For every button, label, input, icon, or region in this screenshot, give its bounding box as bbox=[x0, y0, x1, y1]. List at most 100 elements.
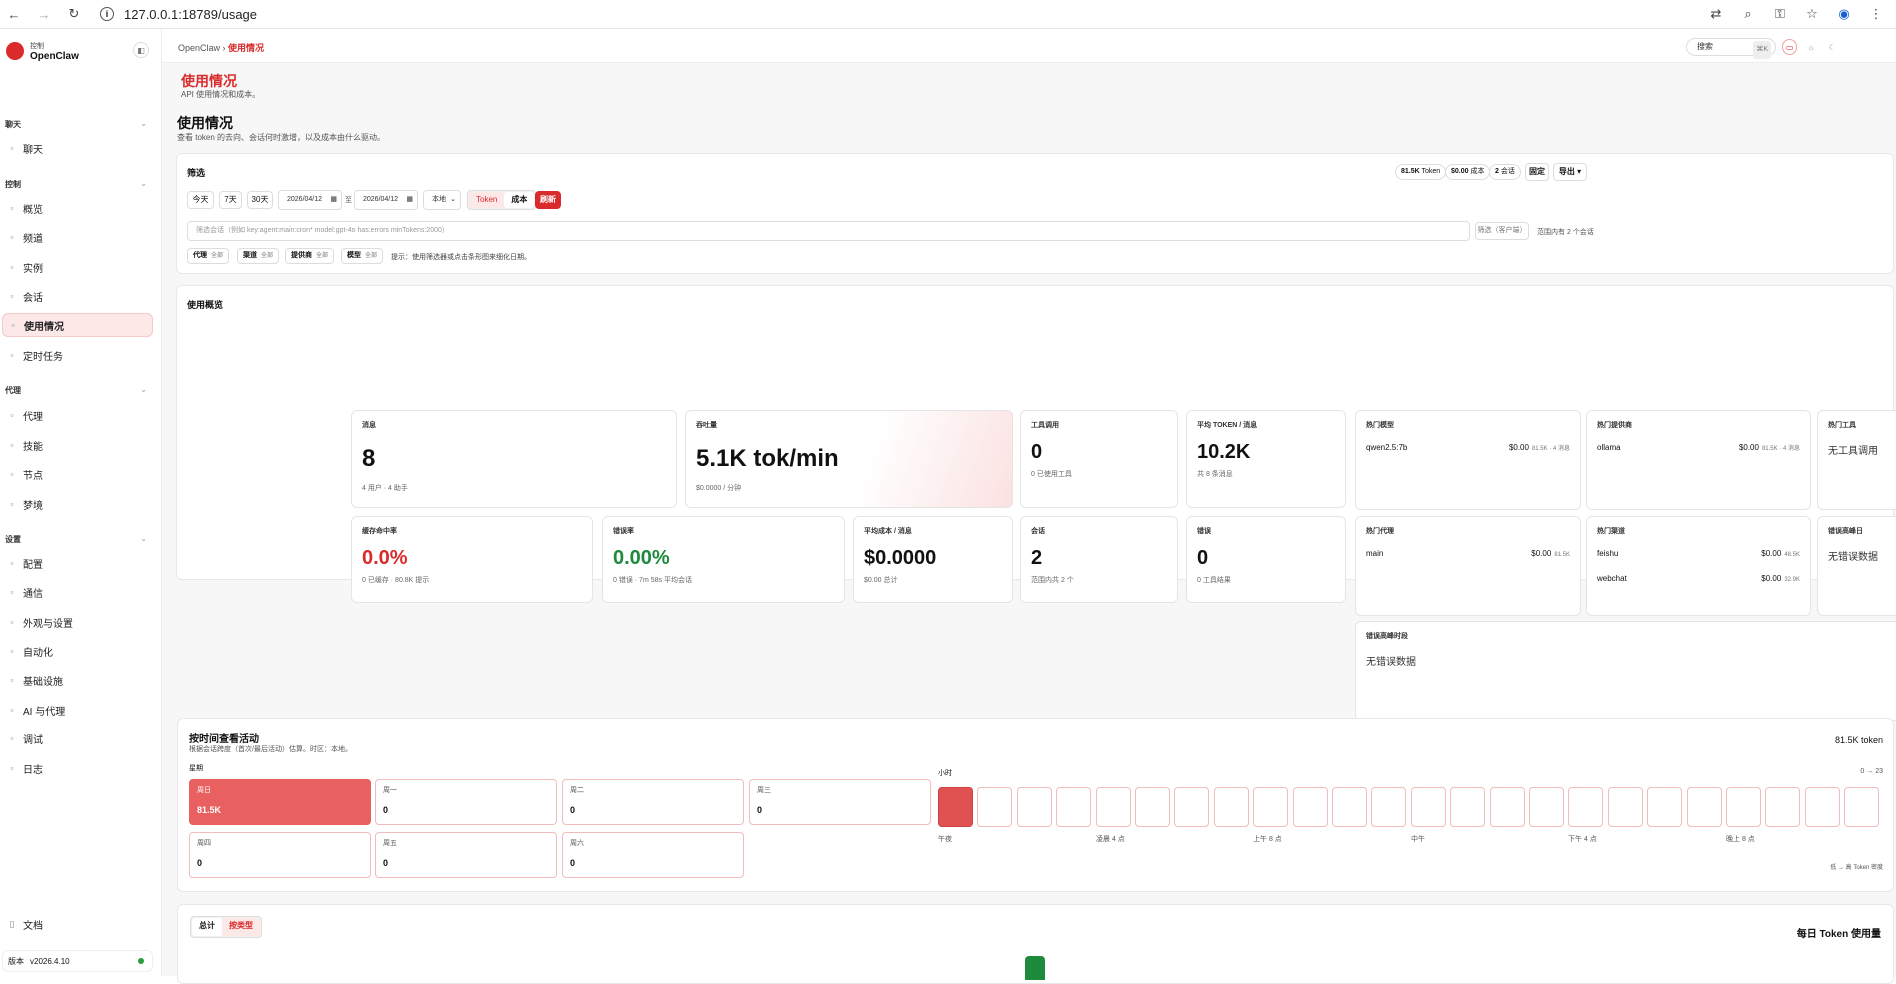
chevron-down-icon[interactable]: ⌄ bbox=[140, 119, 147, 128]
star-icon[interactable]: ☆ bbox=[1806, 6, 1818, 21]
hour-cell[interactable] bbox=[1726, 787, 1761, 827]
hour-cell[interactable] bbox=[1056, 787, 1091, 827]
sidebar-item[interactable]: ▫ 配置 bbox=[2, 551, 153, 575]
breadcrumb-root[interactable]: OpenClaw bbox=[178, 43, 221, 53]
sidebar-item[interactable]: ▫ 节点 bbox=[2, 462, 153, 486]
hour-cell[interactable] bbox=[1174, 787, 1209, 827]
hour-cell[interactable] bbox=[1293, 787, 1328, 827]
sidebar-item[interactable]: ▫ 频道 bbox=[2, 225, 153, 249]
filter-title: 筛选 bbox=[187, 168, 206, 178]
weekday-cell[interactable]: 周日 81.5K bbox=[189, 779, 371, 825]
back-icon[interactable]: ← bbox=[7, 6, 21, 22]
translate-icon[interactable]: ⇄ bbox=[1710, 6, 1722, 21]
key-icon[interactable]: ⚿ bbox=[1775, 6, 1785, 21]
agent-filter-chip[interactable]: 代理 全部 bbox=[187, 248, 230, 264]
sidebar-item[interactable]: ▫ 调试 bbox=[2, 726, 153, 750]
session-filter-input[interactable]: 筛选会话（例如 key:agent:main:cron* model:gpt-4… bbox=[187, 221, 1470, 241]
weekday-cell[interactable]: 周一 0 bbox=[375, 779, 557, 825]
moon-icon[interactable]: ☾ bbox=[1828, 42, 1836, 52]
hour-cell[interactable] bbox=[1687, 787, 1722, 827]
hour-cell[interactable] bbox=[1529, 787, 1564, 827]
chevron-down-icon[interactable]: ⌄ bbox=[140, 534, 147, 543]
hour-cell[interactable] bbox=[1450, 787, 1485, 827]
hour-cell[interactable] bbox=[1371, 787, 1406, 827]
provider-filter-chip[interactable]: 提供商 全部 bbox=[285, 248, 335, 264]
chevron-down-icon[interactable]: ⌄ bbox=[140, 385, 147, 394]
weekday-cell[interactable]: 周四 0 bbox=[189, 832, 371, 878]
export-button[interactable]: 导出 ▾ bbox=[1553, 163, 1587, 181]
range-today-button[interactable]: 今天 bbox=[187, 191, 214, 209]
section-title: 使用情况 bbox=[177, 115, 233, 131]
collapse-sidebar-icon[interactable]: ◧ bbox=[133, 42, 149, 58]
mode-token-tab[interactable]: Token bbox=[469, 192, 505, 208]
refresh-button[interactable]: 刷新 bbox=[535, 191, 561, 209]
sidebar-item[interactable]: ▫ 实例 bbox=[2, 255, 153, 279]
profile-icon[interactable]: ◉ bbox=[1838, 6, 1850, 21]
hour-cell[interactable] bbox=[1568, 787, 1603, 827]
hour-cell[interactable] bbox=[1017, 787, 1052, 827]
client-filter-button[interactable]: 筛选（客户端） bbox=[1475, 222, 1529, 240]
sidebar-item[interactable]: ▫ 基础设施 bbox=[2, 668, 153, 692]
daily-total-tab[interactable]: 总计 bbox=[192, 918, 222, 936]
sidebar-item[interactable]: ▫ AI 与代理 bbox=[2, 698, 153, 722]
monitor-icon[interactable]: ▭ bbox=[1782, 39, 1798, 55]
hour-cell[interactable] bbox=[1490, 787, 1525, 827]
search-input[interactable]: 搜索 ⌘K bbox=[1686, 38, 1776, 59]
range-7d-button[interactable]: 7天 bbox=[219, 191, 242, 209]
sidebar-item[interactable]: ▫ 代理 bbox=[2, 403, 153, 427]
hour-cell[interactable] bbox=[1608, 787, 1643, 827]
sidebar-item[interactable]: ▫ 日志 bbox=[2, 756, 153, 780]
hour-tick-label: 下午 4 点 bbox=[1568, 836, 1597, 843]
hour-cell[interactable] bbox=[1135, 787, 1170, 827]
sidebar-item[interactable]: ▫ 概览 bbox=[2, 196, 153, 220]
reload-icon[interactable]: ↻ bbox=[68, 6, 80, 21]
list-item: ollama $0.00 81.5K · 4 消息 bbox=[1597, 443, 1800, 452]
zoom-icon[interactable]: ⌕ bbox=[1744, 6, 1752, 21]
weekday-cell[interactable]: 周五 0 bbox=[375, 832, 557, 878]
chevron-down-icon[interactable]: ⌄ bbox=[140, 179, 147, 188]
menu-icon[interactable]: ⋮ bbox=[1869, 6, 1883, 21]
hour-cell[interactable] bbox=[1805, 787, 1840, 827]
daily-by-type-tab[interactable]: 按类型 bbox=[222, 918, 260, 936]
weekday-count: 0 bbox=[570, 858, 576, 868]
sidebar-item-docs[interactable]: ▯ 文档 bbox=[2, 912, 153, 936]
sidebar-item[interactable]: ▫ 技能 bbox=[2, 433, 153, 457]
sidebar-item[interactable]: ▫ 使用情况 bbox=[2, 313, 153, 337]
hour-cell[interactable] bbox=[1844, 787, 1879, 827]
brand-small: 控制 bbox=[30, 42, 44, 50]
hour-cell[interactable] bbox=[1214, 787, 1249, 827]
hour-cell[interactable] bbox=[1332, 787, 1367, 827]
forward-icon[interactable]: → bbox=[37, 6, 51, 22]
daily-bar[interactable] bbox=[1025, 956, 1045, 980]
hour-cell[interactable] bbox=[1765, 787, 1800, 827]
hour-cell[interactable] bbox=[1253, 787, 1288, 827]
weekday-cell[interactable]: 周六 0 bbox=[562, 832, 744, 878]
channel-filter-chip[interactable]: 渠道 全部 bbox=[237, 248, 280, 264]
sidebar-item[interactable]: ▫ 自动化 bbox=[2, 639, 153, 663]
hour-cell[interactable] bbox=[1647, 787, 1682, 827]
weekday-cell[interactable]: 周三 0 bbox=[749, 779, 931, 825]
model-filter-chip[interactable]: 模型 全部 bbox=[341, 248, 384, 264]
sidebar-item[interactable]: ▫ 会话 bbox=[2, 284, 153, 308]
hour-cell[interactable] bbox=[1411, 787, 1446, 827]
hour-cell[interactable] bbox=[1096, 787, 1131, 827]
sidebar-item-label: 调试 bbox=[23, 734, 43, 746]
site-info-icon[interactable]: i bbox=[100, 7, 114, 21]
sidebar-item[interactable]: ▫ 定时任务 bbox=[2, 343, 153, 367]
pin-button[interactable]: 固定 bbox=[1525, 163, 1549, 181]
sidebar-item[interactable]: ▫ 梦境 bbox=[2, 492, 153, 516]
weekday-name: 周四 bbox=[197, 840, 211, 847]
sidebar-item[interactable]: ▫ 聊天 bbox=[2, 136, 153, 160]
sidebar-item[interactable]: ▫ 外观与设置 bbox=[2, 610, 153, 634]
date-to-input[interactable]: 2026/04/12 ▦ bbox=[354, 190, 418, 210]
sidebar-item[interactable]: ▫ 通信 bbox=[2, 580, 153, 604]
address-bar[interactable]: i 127.0.0.1:18789/usage bbox=[100, 0, 1694, 29]
weekday-cell[interactable]: 周二 0 bbox=[562, 779, 744, 825]
date-from-input[interactable]: 2026/04/12 ▦ bbox=[278, 190, 342, 210]
sun-icon[interactable]: ☼ bbox=[1807, 42, 1815, 52]
hour-cell[interactable] bbox=[938, 787, 973, 827]
timezone-select[interactable]: 本地 ⌄ bbox=[423, 190, 461, 210]
range-30d-button[interactable]: 30天 bbox=[247, 191, 273, 209]
hour-cell[interactable] bbox=[977, 787, 1012, 827]
mode-cost-tab[interactable]: 成本 bbox=[504, 192, 535, 208]
